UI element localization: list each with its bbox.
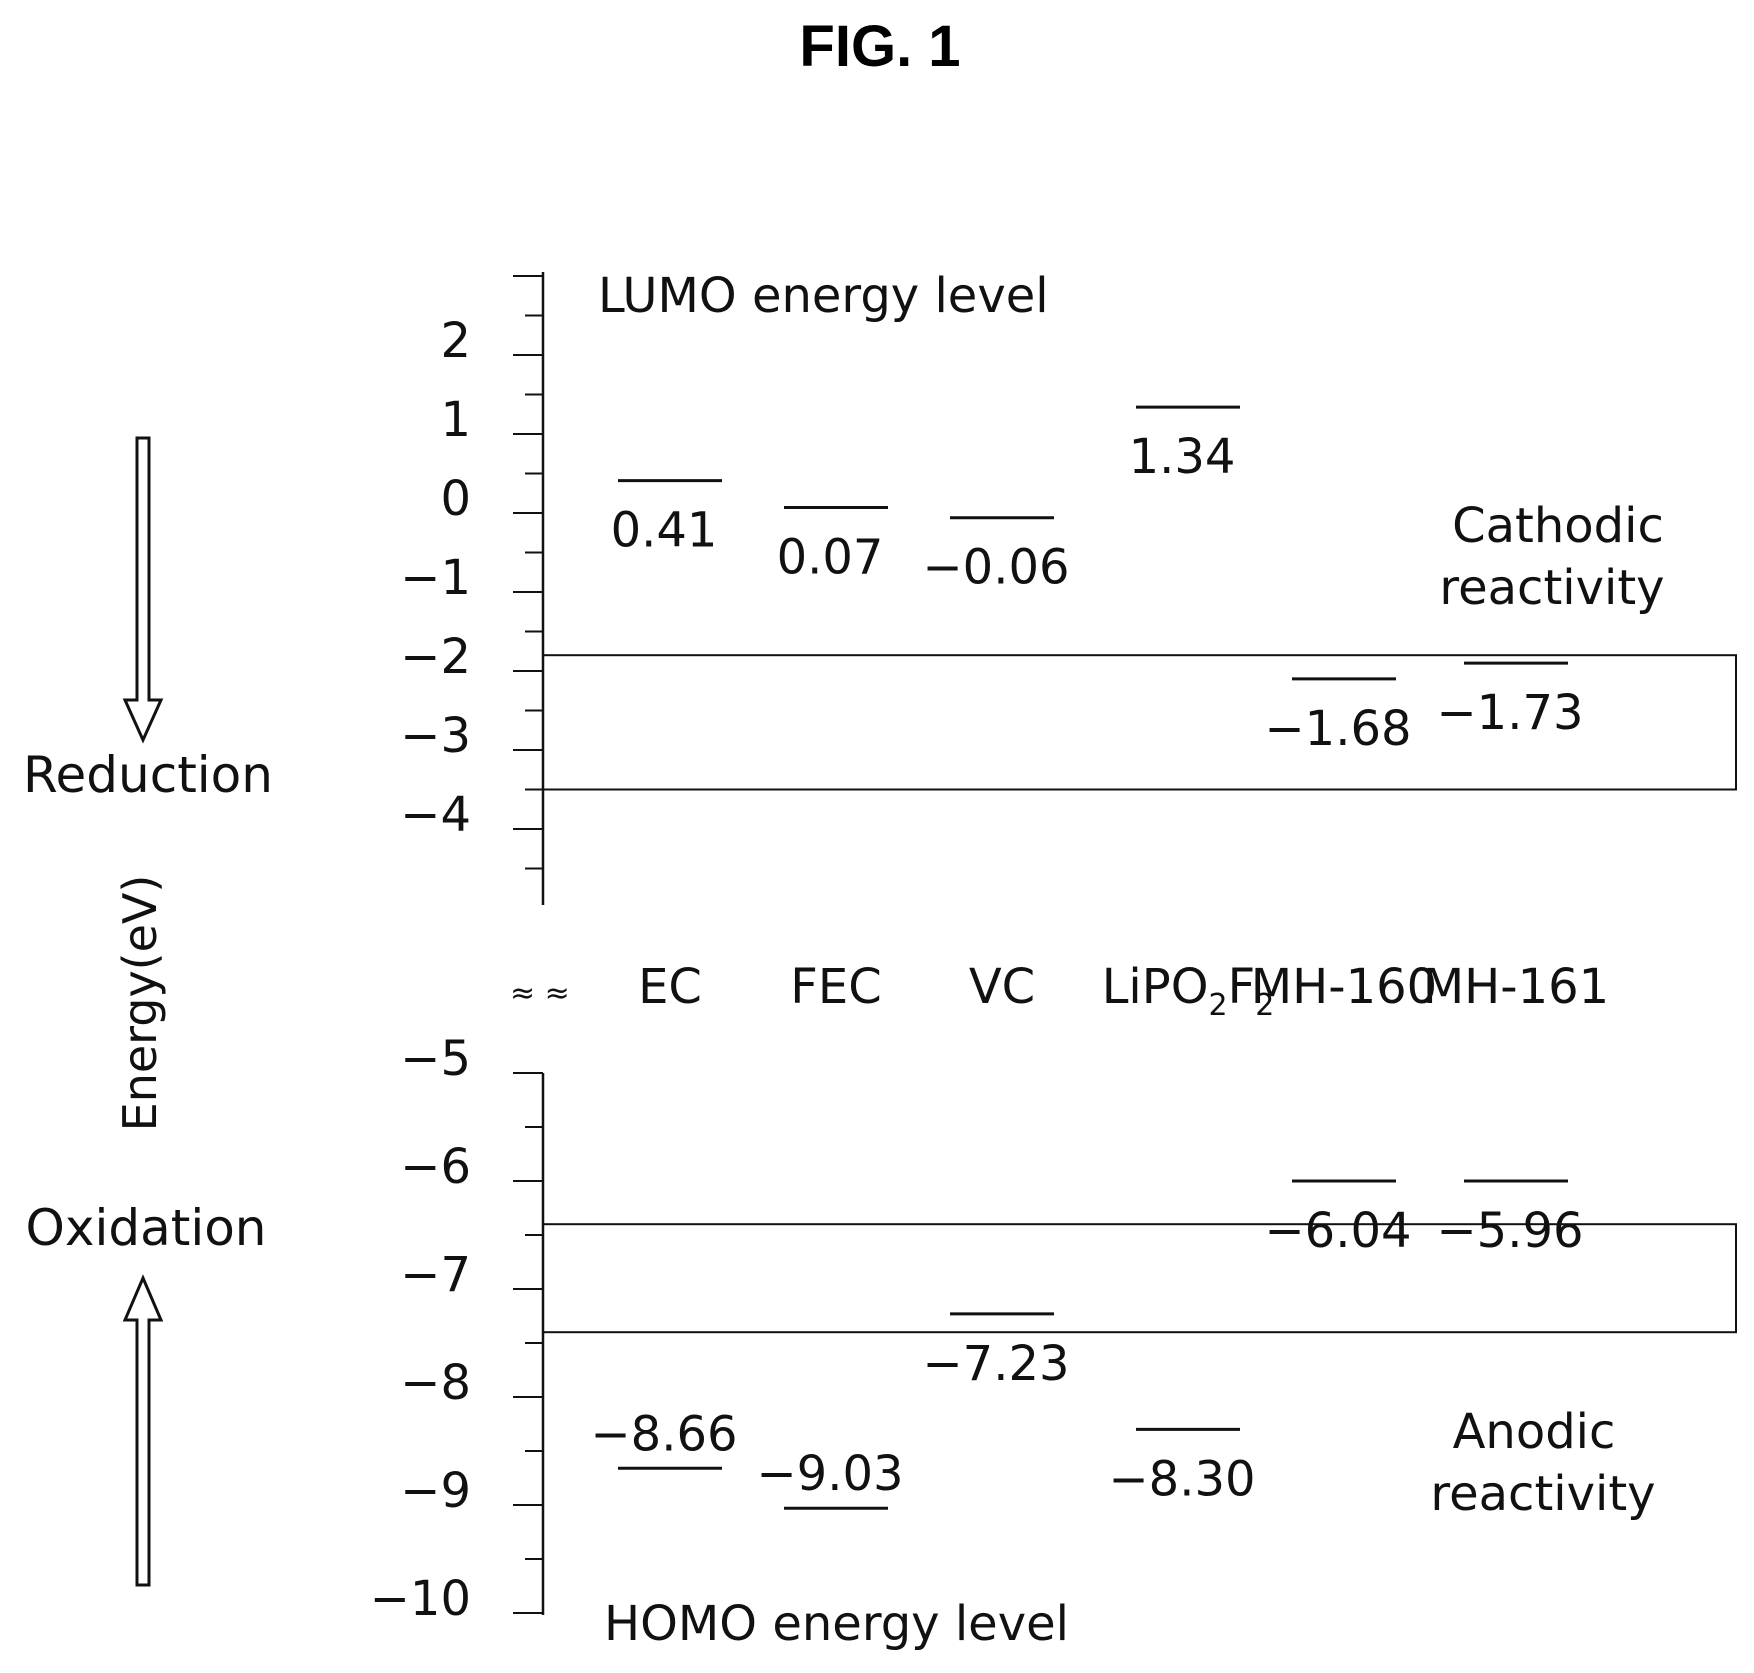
lumo-value-label: −1.68 [1264,701,1411,757]
cathodic-label-line2: reactivity [1439,560,1664,616]
lumo-tick-label: 1 [440,392,471,448]
category-label: MH-160 [1251,959,1437,1015]
lumo-tick-label: 0 [440,471,471,527]
lumo-value-label: 0.41 [611,503,718,559]
lumo-value-label: 1.34 [1129,429,1236,485]
homo-value-label: −9.03 [756,1446,903,1502]
homo-value-label: −6.04 [1264,1203,1411,1259]
lumo-value-label: −1.73 [1436,685,1583,741]
lumo-value-label: 0.07 [777,529,884,585]
homo-tick-label: −10 [370,1571,471,1627]
lumo-tick-label: −3 [400,708,471,764]
homo-panel: −5 −6 −7 −8 −9 −10 HOMO energy level −8.66 −9.… [370,1031,1737,1652]
oxidation-label: Oxidation [26,1199,267,1257]
homo-title: HOMO energy level [604,1596,1069,1652]
homo-value-label: −7.23 [922,1336,1069,1392]
lumo-panel: 2 1 0 −1 −2 −3 −4 LUMO energy level 0.41 0.07 −0… [400,268,1737,905]
category-label: VC [969,959,1035,1015]
category-label: MH-161 [1423,959,1609,1015]
y-axis-label: Energy(eV) [113,875,167,1132]
figure-title: FIG. 1 [799,14,960,79]
lumo-value-label: −0.06 [922,540,1069,596]
left-annotations: Reduction Energy(eV) Oxidation [23,436,273,1587]
category-label: FEC [790,959,881,1015]
homo-value-label: −8.30 [1108,1451,1255,1507]
category-label: EC [638,959,702,1015]
homo-tick-label: −9 [400,1463,471,1519]
reduction-label: Reduction [23,746,273,804]
lumo-tick-label: −2 [400,629,471,685]
lumo-tick-label: −4 [400,787,471,843]
lumo-tick-label: 2 [440,313,471,369]
homo-axis: −5 −6 −7 −8 −9 −10 [370,1031,1737,1627]
lumo-level-marks: 0.41 0.07 −0.06 1.34 −1.68 −1.73 [611,405,1584,757]
lumo-tick-label: −1 [400,550,471,606]
anodic-label-line1: Anodic [1453,1404,1616,1460]
homo-tick-label: −8 [400,1355,471,1411]
homo-value-label: −8.66 [590,1406,737,1462]
homo-value-label: −5.96 [1436,1203,1583,1259]
oxidation-arrow-icon [122,1274,164,1587]
lumo-axis: 2 1 0 −1 −2 −3 −4 [400,272,1737,905]
reduction-arrow-icon [122,436,164,744]
homo-tick-label: −6 [400,1139,471,1195]
anodic-label-line2: reactivity [1430,1466,1655,1522]
homo-level-marks: −8.66 −9.03 −7.23 −8.30 −6.04 −5.96 [590,1179,1584,1510]
category-label: LiPO2F2 [1102,959,1275,1023]
cathodic-label-line1: Cathodic [1452,498,1664,554]
lumo-title: LUMO energy level [598,268,1049,324]
axis-break-icon: ≈ ≈ [510,976,570,1011]
homo-tick-label: −7 [400,1247,471,1303]
homo-tick-label: −5 [400,1031,471,1087]
